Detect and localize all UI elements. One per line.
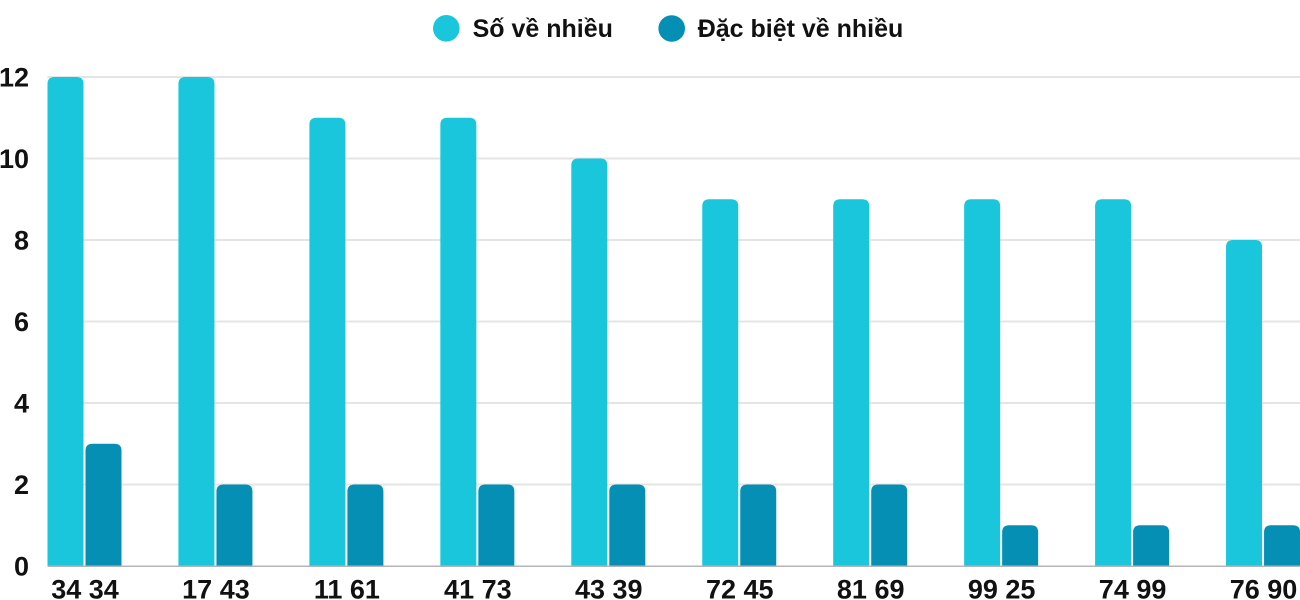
svg-text:Số về nhiều: Số về nhiều: [473, 15, 613, 43]
svg-text:76 90: 76 90: [1230, 575, 1298, 600]
svg-text:12: 12: [0, 63, 29, 93]
svg-text:17 43: 17 43: [182, 575, 250, 600]
svg-text:41 73: 41 73: [444, 575, 512, 600]
svg-text:6: 6: [14, 307, 29, 337]
svg-text:99 25: 99 25: [968, 575, 1036, 600]
svg-text:34 34: 34 34: [51, 575, 119, 600]
svg-text:10: 10: [0, 144, 29, 174]
svg-text:81 69: 81 69: [837, 575, 905, 600]
svg-text:74 99: 74 99: [1099, 575, 1167, 600]
svg-text:72 45: 72 45: [706, 575, 774, 600]
svg-text:8: 8: [14, 226, 29, 256]
svg-text:2: 2: [14, 470, 29, 500]
svg-text:0: 0: [14, 552, 29, 582]
svg-text:43 39: 43 39: [575, 575, 643, 600]
svg-text:11 61: 11 61: [314, 575, 380, 600]
svg-text:Đặc biệt về nhiều: Đặc biệt về nhiều: [698, 15, 904, 43]
svg-text:4: 4: [14, 389, 29, 419]
